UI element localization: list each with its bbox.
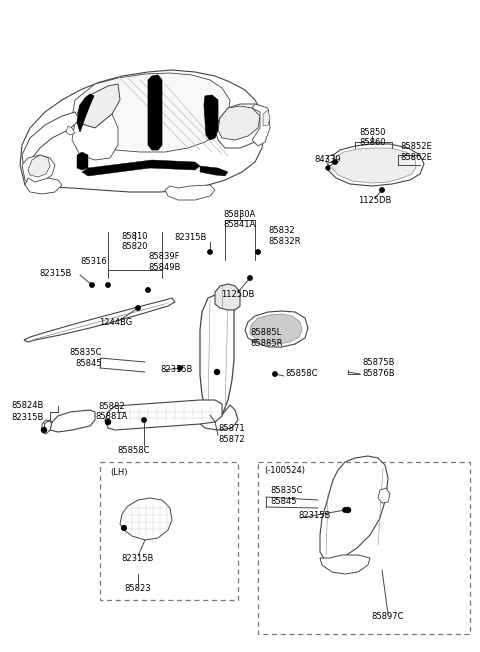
Text: 85839F
85849B: 85839F 85849B [148,252,180,272]
Text: 85871
85872: 85871 85872 [218,424,245,444]
Circle shape [208,250,212,254]
Polygon shape [72,73,230,152]
Polygon shape [105,400,222,430]
Ellipse shape [38,185,52,191]
Polygon shape [218,106,260,140]
Text: 85830A
85841A: 85830A 85841A [224,210,256,230]
Text: 85897C: 85897C [372,612,404,621]
Circle shape [333,160,337,164]
Polygon shape [50,410,95,432]
Text: 85858C: 85858C [285,370,317,379]
Text: 85824B: 85824B [12,402,44,411]
Polygon shape [215,284,240,310]
Circle shape [146,288,150,292]
Polygon shape [72,114,118,160]
Text: 82315B: 82315B [12,413,44,422]
Polygon shape [200,166,228,176]
Circle shape [41,428,47,432]
Text: 85316: 85316 [80,258,107,267]
Circle shape [90,283,94,287]
Circle shape [215,370,219,374]
Text: 1125DB: 1125DB [358,196,392,205]
Polygon shape [250,314,302,344]
Text: 1125DB: 1125DB [221,290,255,299]
Polygon shape [326,154,334,166]
Text: (-100524): (-100524) [264,466,305,475]
Polygon shape [263,110,270,126]
Polygon shape [320,555,370,574]
Polygon shape [22,112,80,175]
Text: 1244BG: 1244BG [99,318,132,327]
Text: 82315B: 82315B [298,512,330,520]
Circle shape [136,306,140,310]
Polygon shape [42,420,52,434]
Text: 85885L
85885R: 85885L 85885R [250,329,283,348]
Polygon shape [198,405,238,430]
Polygon shape [22,155,55,184]
Polygon shape [204,95,218,140]
Polygon shape [378,488,390,503]
Circle shape [178,366,182,370]
Ellipse shape [183,189,201,197]
Text: 84339: 84339 [315,155,341,164]
Text: 85832
85832R: 85832 85832R [268,226,300,246]
Circle shape [106,283,110,287]
Text: 82315B: 82315B [175,233,207,243]
Polygon shape [24,298,175,342]
Polygon shape [120,498,172,540]
Polygon shape [332,148,416,183]
Text: 82315B: 82315B [40,269,72,278]
Polygon shape [215,104,268,148]
Polygon shape [66,126,75,135]
Polygon shape [245,311,308,347]
Text: 85835C
85845: 85835C 85845 [270,486,302,506]
Circle shape [122,526,126,530]
Polygon shape [148,75,162,150]
Polygon shape [320,456,388,562]
Text: 85810
85820: 85810 85820 [122,232,148,252]
Text: 85835C
85845: 85835C 85845 [70,348,102,368]
Circle shape [343,508,347,512]
Polygon shape [20,70,265,192]
Polygon shape [328,144,424,186]
Text: 85823: 85823 [125,584,151,593]
Text: 82315B: 82315B [122,554,154,563]
Polygon shape [165,185,215,200]
Circle shape [326,166,330,170]
Circle shape [273,372,277,376]
Circle shape [106,419,110,424]
Polygon shape [77,152,88,170]
Polygon shape [82,160,200,176]
Circle shape [380,188,384,192]
Text: 85875B
85876B: 85875B 85876B [362,359,395,378]
Circle shape [346,507,350,512]
Polygon shape [252,104,270,146]
Text: 85850
85860: 85850 85860 [360,128,386,147]
Polygon shape [25,178,62,194]
Circle shape [248,276,252,280]
Circle shape [122,526,126,530]
Circle shape [142,418,146,422]
Text: 85858C: 85858C [118,446,150,455]
Text: 82315B: 82315B [160,366,192,374]
Polygon shape [75,84,120,128]
Ellipse shape [178,187,206,199]
Circle shape [256,250,260,254]
Text: (LH): (LH) [110,468,128,477]
Polygon shape [200,292,234,420]
Text: 85882
85881A: 85882 85881A [96,402,128,421]
Ellipse shape [34,183,56,193]
Text: 85852E
85862E: 85852E 85862E [400,142,432,162]
Polygon shape [77,94,94,132]
Polygon shape [28,155,50,177]
